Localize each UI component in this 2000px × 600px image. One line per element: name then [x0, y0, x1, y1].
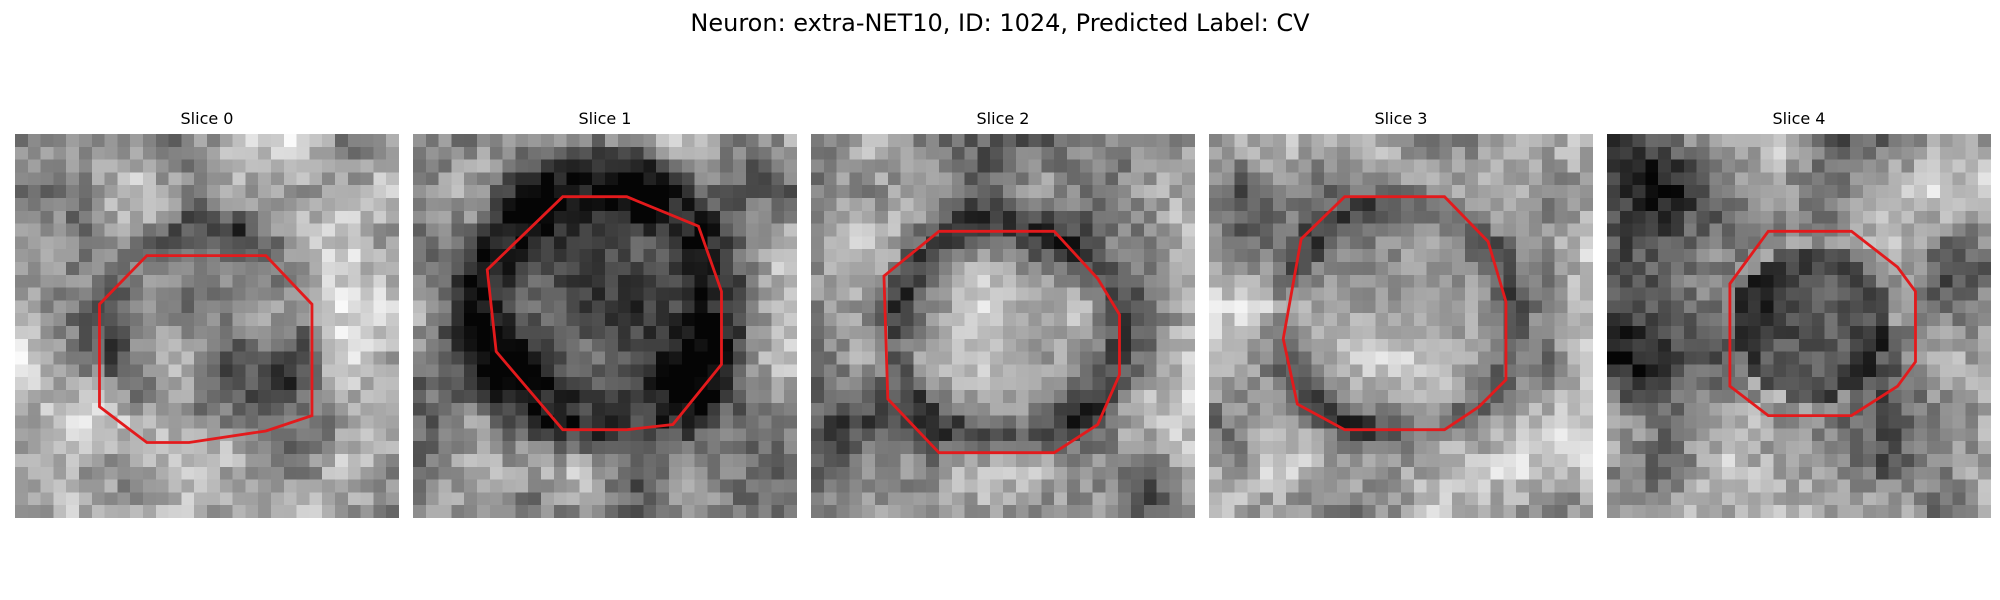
roi-contour: [1281, 195, 1508, 432]
slice-title-0: Slice 0: [180, 109, 234, 128]
roi-contour: [1728, 229, 1917, 418]
slice-title-1: Slice 1: [578, 109, 632, 128]
slice-panel-0: Slice 0: [15, 108, 399, 518]
slice-image-2: [811, 134, 1195, 518]
slice-pixels: [1209, 134, 1593, 518]
slice-image-3: [1209, 134, 1593, 518]
slice-panel-2: Slice 2: [811, 108, 1195, 518]
slice-panel-3: Slice 3: [1209, 108, 1593, 518]
roi-contour: [98, 254, 314, 444]
slice-panel-4: Slice 4: [1607, 108, 1991, 518]
slice-title-2: Slice 2: [976, 109, 1030, 128]
roi-contour: [485, 195, 723, 432]
slice-pixels: [15, 134, 399, 518]
slice-image-0: [15, 134, 399, 518]
roi-contour: [882, 229, 1121, 455]
slice-pixels: [1607, 134, 1991, 518]
slice-image-1: [413, 134, 797, 518]
slice-panel-1: Slice 1: [413, 108, 797, 518]
slice-pixels: [413, 134, 797, 518]
slice-image-4: [1607, 134, 1991, 518]
figure-title: Neuron: extra-NET10, ID: 1024, Predicted…: [690, 9, 1310, 37]
slice-pixels: [811, 134, 1195, 518]
slice-title-4: Slice 4: [1772, 109, 1826, 128]
slice-title-3: Slice 3: [1374, 109, 1428, 128]
